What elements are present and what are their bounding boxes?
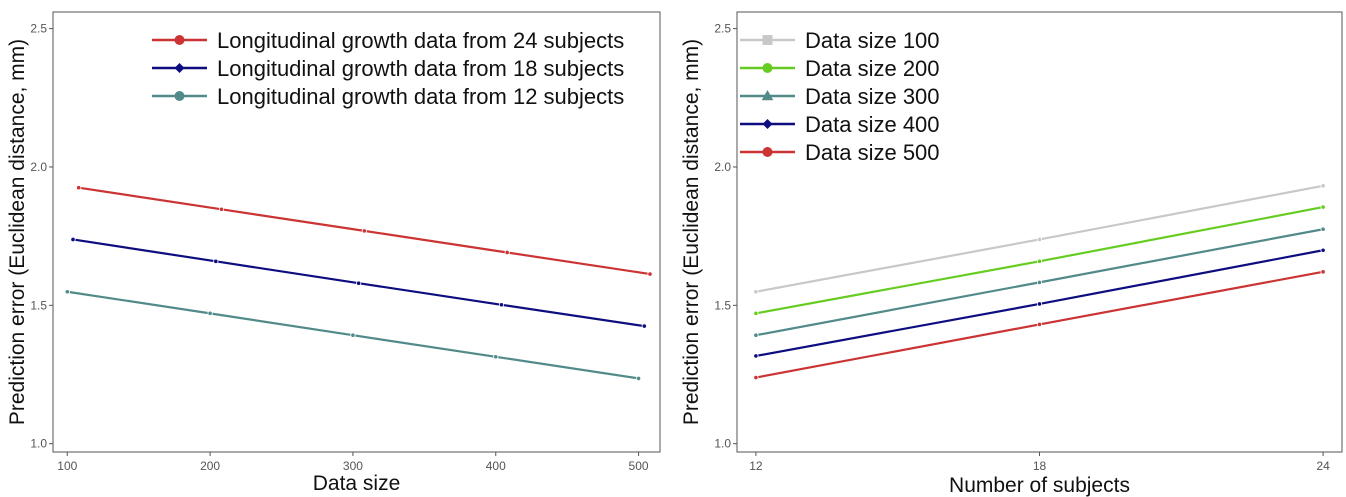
x-tick-label: 400 <box>486 459 506 473</box>
plot-frame <box>52 11 661 453</box>
y-tick-label: 1.5 <box>714 298 731 312</box>
legend-label: Longitudinal growth data from 12 subject… <box>217 84 624 109</box>
x-tick-label: 18 <box>1033 459 1047 473</box>
y-tick-label: 2.0 <box>714 160 731 174</box>
x-axis-label: Number of subjects <box>949 474 1130 497</box>
data-point <box>1036 321 1043 328</box>
x-tick-label: 500 <box>629 459 649 473</box>
x-tick-label: 200 <box>200 459 220 473</box>
y-axis-label: Prediction error (Euclidean distance, mm… <box>680 39 703 425</box>
data-point <box>753 353 759 359</box>
data-point <box>641 323 647 329</box>
legend-label: Data size 500 <box>805 140 940 165</box>
data-point <box>1036 301 1043 307</box>
data-point <box>1320 247 1326 253</box>
legend-marker <box>762 119 773 129</box>
x-tick-label: 300 <box>343 459 363 473</box>
y-axis-label: Prediction error (Euclidean distance, mm… <box>6 39 29 425</box>
chart-left: 1.0 1.5 2.0 2.5 100 200 300 400 500 Data size Pred… <box>6 11 661 495</box>
y-tick-label: 2.0 <box>30 160 47 174</box>
legend-label: Data size 200 <box>805 56 940 81</box>
data-point <box>64 289 70 295</box>
y-tick-label: 2.5 <box>30 22 47 36</box>
data-point <box>350 332 356 338</box>
data-point <box>1036 258 1043 264</box>
x-tick-label: 24 <box>1316 459 1330 473</box>
y-tick-label: 1.0 <box>714 437 731 451</box>
y-tick-label: 2.5 <box>714 22 731 36</box>
data-point <box>356 280 362 286</box>
data-point <box>498 302 505 308</box>
legend-marker <box>174 63 185 73</box>
data-point <box>1036 279 1043 285</box>
data-point <box>361 228 367 234</box>
data-point <box>504 249 510 256</box>
legend-marker <box>762 147 773 157</box>
legend-marker <box>762 63 773 73</box>
legend-marker <box>174 35 185 45</box>
data-point <box>753 374 759 381</box>
data-point <box>635 375 642 381</box>
data-point <box>493 354 499 360</box>
data-point <box>207 310 213 316</box>
legend-label: Data size 300 <box>805 84 940 109</box>
data-point <box>753 310 759 316</box>
data-point <box>1320 204 1326 210</box>
data-point <box>76 185 82 191</box>
legend-label: Longitudinal growth data from 24 subject… <box>217 28 624 53</box>
legend-label: Longitudinal growth data from 18 subject… <box>217 56 624 81</box>
data-point <box>647 271 653 277</box>
chart-right: 1.0 1.5 2.0 2.5 12 18 24 Number of subjects Pred… <box>680 11 1343 497</box>
legend-marker <box>761 90 774 101</box>
data-point <box>1320 226 1326 232</box>
data-point <box>1320 269 1326 275</box>
x-axis-label: Data size <box>313 472 401 495</box>
y-tick-label: 1.5 <box>30 298 47 312</box>
y-tick-label: 1.0 <box>30 437 47 451</box>
x-tick-label: 12 <box>749 459 763 473</box>
legend-label: Data size 400 <box>805 112 940 137</box>
data-point <box>753 289 759 295</box>
data-point <box>213 258 219 264</box>
data-point <box>70 236 76 243</box>
legend-marker <box>762 35 773 45</box>
data-point <box>1320 183 1326 189</box>
data-point <box>753 332 759 338</box>
x-tick-label: 100 <box>57 459 77 473</box>
data-point <box>218 206 225 212</box>
data-point <box>1036 236 1043 243</box>
legend-marker <box>174 91 185 101</box>
legend-label: Data size 100 <box>805 28 940 53</box>
